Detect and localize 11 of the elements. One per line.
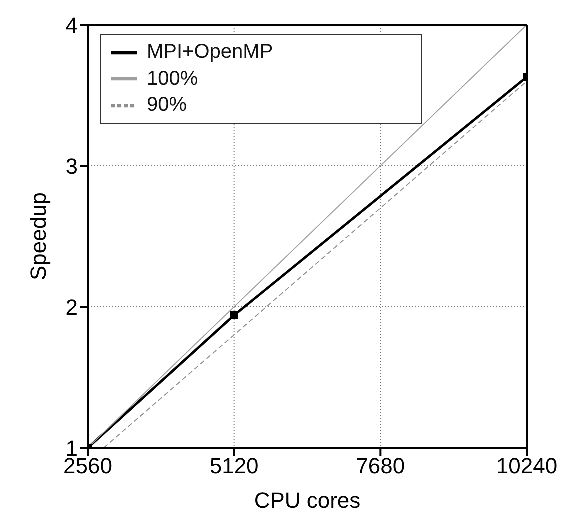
x-axis-title: CPU cores: [254, 488, 361, 513]
legend-label: 90%: [147, 94, 188, 116]
x-tick-label: 7680: [356, 454, 406, 479]
x-tick-label: 10240: [496, 454, 558, 479]
legend-label: MPI+OpenMP: [147, 41, 274, 63]
y-axis-title: Speedup: [26, 192, 51, 281]
y-tick-label: 2: [66, 294, 78, 320]
x-tick-label: 5120: [210, 454, 259, 479]
y-tick-label: 4: [66, 12, 78, 38]
y-tick-label: 3: [66, 154, 78, 179]
legend-label: 100%: [147, 68, 198, 90]
